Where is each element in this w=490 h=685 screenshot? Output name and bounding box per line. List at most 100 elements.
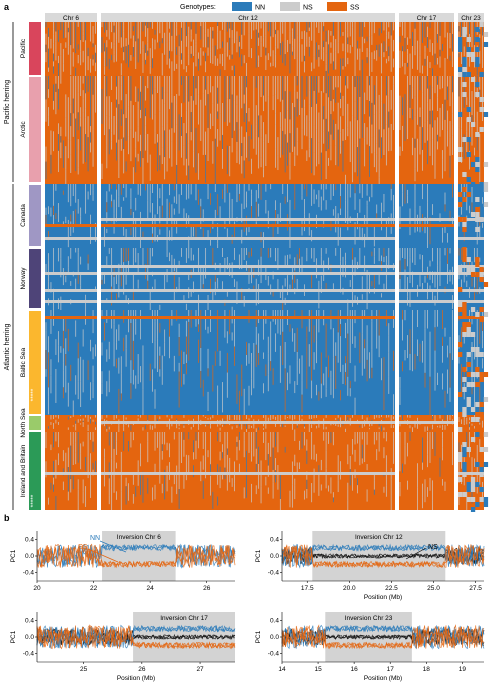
heatmap-stripe xyxy=(369,128,370,147)
heatmap-stripe xyxy=(409,343,411,354)
heatmap-stripe xyxy=(452,76,453,93)
heatmap-stripe xyxy=(128,424,129,427)
heatmap-stripe xyxy=(90,477,91,498)
heatmap-stripe xyxy=(246,113,247,133)
heatmap-stripe xyxy=(296,254,298,265)
heatmap-cell xyxy=(466,107,471,112)
heatmap-stripe xyxy=(108,58,110,70)
heatmap-stripe xyxy=(469,76,470,89)
heatmap-stripe xyxy=(236,184,238,192)
heatmap-stripe xyxy=(476,444,478,458)
heatmap-stripe xyxy=(137,28,139,39)
heatmap-stripe xyxy=(118,324,120,341)
heatmap-stripe xyxy=(183,76,185,103)
heatmap-block xyxy=(399,22,454,76)
heatmap-stripe xyxy=(147,76,149,89)
heatmap-stripe xyxy=(205,61,207,73)
heatmap-stripe xyxy=(55,27,57,32)
heatmap-stripe xyxy=(272,271,274,280)
y-tick-label: 0.0 xyxy=(270,634,279,641)
heatmap-stripe xyxy=(224,432,226,440)
heatmap-stripe xyxy=(427,127,428,141)
heatmap-stripe xyxy=(301,310,303,329)
heatmap-stripe xyxy=(132,258,134,266)
heatmap-stripe xyxy=(474,100,475,118)
heatmap-stripe xyxy=(85,76,87,94)
heatmap-row-band xyxy=(45,472,97,475)
heatmap-stripe xyxy=(161,205,163,218)
heatmap-stripe xyxy=(55,459,57,479)
heatmap-stripe xyxy=(222,424,223,427)
heatmap-stripe xyxy=(340,146,341,154)
heatmap-stripe xyxy=(178,260,180,269)
heatmap-stripe xyxy=(137,108,139,127)
heatmap-stripe xyxy=(195,184,197,201)
heatmap-stripe xyxy=(190,184,192,195)
heatmap-stripe xyxy=(178,427,180,430)
heatmap-stripe xyxy=(399,102,401,122)
heatmap-stripe xyxy=(407,54,408,63)
heatmap-stripe xyxy=(383,392,385,411)
heatmap-stripe xyxy=(378,310,380,336)
heatmap-stripe xyxy=(263,76,264,96)
heatmap-stripe xyxy=(284,45,286,55)
heatmap-stripe xyxy=(205,131,207,155)
heatmap-stripe xyxy=(171,217,173,227)
heatmap-stripe xyxy=(255,428,257,432)
heatmap-stripe xyxy=(185,66,187,73)
heatmap-stripe xyxy=(311,76,313,89)
heatmap-stripe xyxy=(258,203,260,217)
heatmap-stripe xyxy=(461,279,462,291)
heatmap-stripe xyxy=(429,432,431,463)
heatmap-stripe xyxy=(316,194,317,200)
heatmap-stripe xyxy=(419,254,421,260)
heatmap-stripe xyxy=(50,325,52,334)
heatmap-stripe xyxy=(111,184,113,189)
heatmap-stripe xyxy=(402,415,403,420)
heatmap-stripe xyxy=(241,34,243,49)
heatmap-stripe xyxy=(255,201,257,212)
heatmap-stripe xyxy=(185,303,187,310)
heatmap-stripe xyxy=(479,420,481,423)
heatmap-stripe xyxy=(161,450,163,460)
heatmap-stripe xyxy=(123,149,125,174)
heatmap-stripe xyxy=(444,226,446,233)
heatmap-stripe xyxy=(67,32,69,47)
heatmap-stripe xyxy=(260,486,262,504)
heatmap-stripe xyxy=(469,63,470,67)
heatmap-stripe xyxy=(357,105,358,121)
heatmap-stripe xyxy=(376,213,378,222)
heatmap-stripe xyxy=(62,22,64,28)
heatmap-stripe xyxy=(482,43,483,59)
heatmap-stripe xyxy=(335,355,337,389)
heatmap-stripe xyxy=(388,255,390,269)
heatmap-stripe xyxy=(444,22,446,38)
heatmap-stripe xyxy=(231,198,233,213)
heatmap-block xyxy=(45,310,97,415)
heatmap-stripe xyxy=(296,422,298,426)
heatmap-stripe xyxy=(311,380,313,399)
heatmap-stripe xyxy=(323,51,325,62)
heatmap-stripe xyxy=(417,76,418,110)
heatmap-stripe xyxy=(53,22,54,29)
heatmap-stripe xyxy=(231,417,233,419)
heatmap-stripe xyxy=(444,327,446,337)
heatmap-stripe xyxy=(447,369,448,394)
heatmap-stripe xyxy=(383,376,385,393)
heatmap-stripe xyxy=(72,432,74,445)
y-axis-label: PC1 xyxy=(10,549,17,562)
heatmap-stripe xyxy=(449,55,451,61)
heatmap-stripe xyxy=(161,444,163,451)
heatmap-stripe xyxy=(190,22,192,30)
heatmap-stripe xyxy=(318,391,320,401)
heatmap-stripe xyxy=(390,479,392,499)
heatmap-stripe xyxy=(253,432,255,457)
heatmap-stripe xyxy=(82,422,84,425)
heatmap-stripe xyxy=(284,134,286,149)
heatmap-stripe xyxy=(265,200,267,214)
heatmap-stripe xyxy=(439,124,441,137)
heatmap-stripe xyxy=(320,184,322,190)
heatmap-stripe xyxy=(427,26,428,38)
heatmap-stripe xyxy=(77,199,79,214)
heatmap-stripe xyxy=(77,381,79,400)
